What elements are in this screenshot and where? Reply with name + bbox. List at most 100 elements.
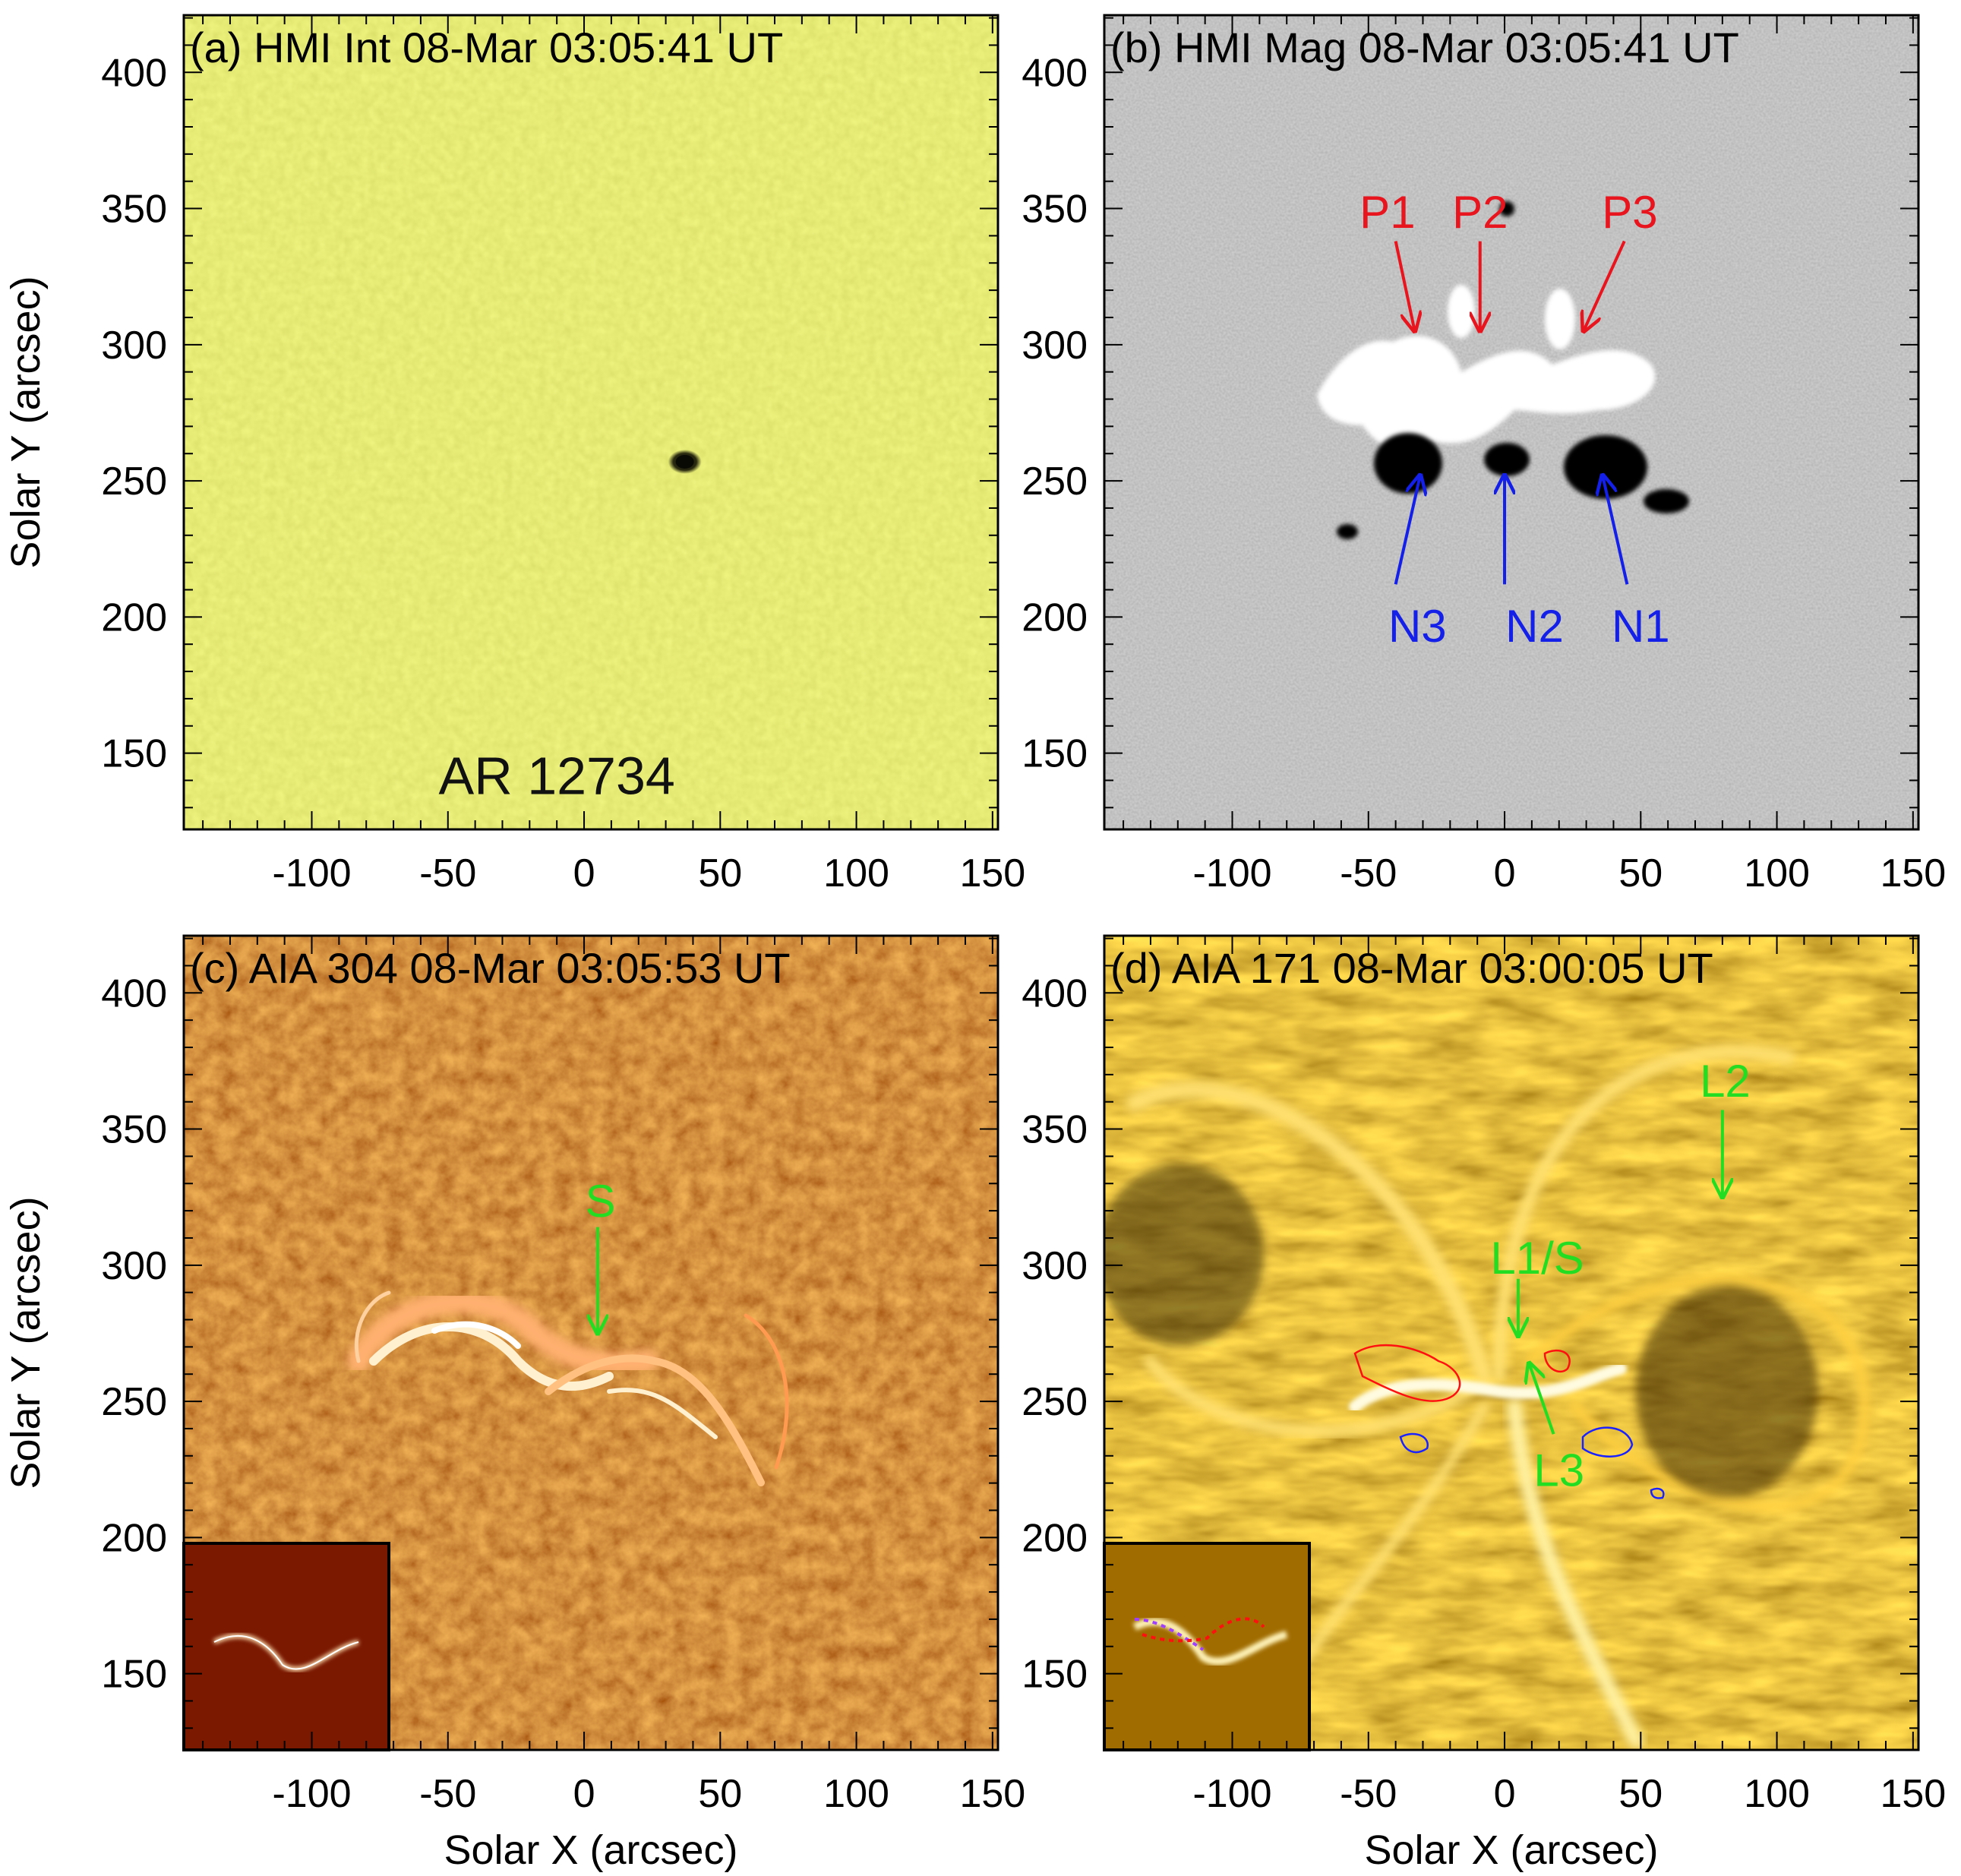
panel-d: L2 L1/S L3 — [1103, 936, 1918, 1751]
label-p1: P1 — [1359, 187, 1415, 238]
axes-layer: -100 -50 0 50 100 150 150 200 250 300 350 400 (a) HM… — [3, 14, 1946, 1873]
arrow-p1 — [1394, 241, 1415, 331]
x-tick-label: 0 — [573, 851, 595, 895]
x-tick-label: 50 — [698, 1772, 742, 1816]
label-n2: N2 — [1505, 601, 1564, 652]
x-tick-label: -100 — [1192, 851, 1271, 895]
arrow-p3 — [1584, 240, 1626, 331]
y-tick-label: 300 — [1022, 324, 1088, 368]
panel-frame — [1103, 934, 1920, 1751]
y-tick-label: 250 — [101, 1380, 167, 1424]
arrow-n1 — [1603, 475, 1629, 585]
x-tick-label: -50 — [1340, 851, 1397, 895]
x-tick-label: 50 — [1618, 851, 1663, 895]
panel-a-annotation: AR 12734 — [439, 746, 675, 805]
y-axis-label: Solar Y (arcsec) — [3, 1196, 49, 1489]
filament-loops — [347, 1290, 789, 1486]
y-tick-label: 350 — [101, 188, 167, 232]
panel-c-axes: -100 -50 0 50 100 150 150 200 250 300 350 400 (c) AI… — [3, 934, 1025, 1873]
x-tick-label: 100 — [823, 851, 889, 895]
panel-title: (c) AIA 304 08-Mar 03:05:53 UT — [190, 944, 791, 992]
label-p2: P2 — [1452, 187, 1508, 238]
label-n3: N3 — [1388, 601, 1447, 652]
label-s: S — [586, 1176, 616, 1227]
y-tick-label: 150 — [101, 1653, 167, 1697]
inset-d — [1103, 1542, 1311, 1751]
coronal-dark-region — [1636, 1285, 1818, 1498]
label-l3: L3 — [1533, 1445, 1584, 1496]
x-tick-label: 150 — [959, 1772, 1025, 1816]
x-tick-label: -100 — [1192, 1772, 1271, 1816]
y-tick-label: 350 — [1022, 1108, 1088, 1152]
panel-b-image — [1104, 15, 1918, 829]
y-tick-label: 400 — [1022, 971, 1088, 1015]
label-l1-s: L1/S — [1490, 1233, 1584, 1284]
y-tick-label: 200 — [1022, 595, 1088, 640]
y-tick-label: 400 — [101, 51, 167, 95]
x-axis-label: Solar X (arcsec) — [444, 1827, 737, 1873]
negative-polarity-region — [1337, 201, 1689, 539]
y-tick-label: 200 — [1022, 1516, 1088, 1560]
x-tick-label: -50 — [419, 851, 476, 895]
x-tick-label: -100 — [272, 851, 351, 895]
positive-polarity-region — [1317, 285, 1656, 452]
panel-d-labels: L2 L1/S L3 — [1490, 1056, 1750, 1496]
x-tick-label: -100 — [272, 1772, 351, 1816]
inset-c — [182, 1542, 390, 1751]
panel-frame — [182, 14, 999, 831]
y-axis-label: Solar Y (arcsec) — [3, 276, 49, 568]
x-tick-label: 0 — [1494, 1772, 1516, 1816]
x-tick-label: 50 — [1618, 1772, 1663, 1816]
panel-frame — [182, 934, 999, 1751]
x-tick-label: -50 — [1340, 1772, 1397, 1816]
panel-frame — [1103, 14, 1920, 831]
panel-b: P1 P2 P3 N3 N2 N1 — [1104, 15, 1918, 829]
y-tick-label: 250 — [1022, 460, 1088, 504]
y-tick-label: 350 — [1022, 188, 1088, 232]
y-tick-label: 150 — [1022, 732, 1088, 776]
panel-b-axes: -100 -50 0 50 100 150 150 200 250 300 350 400 (b) HM… — [1022, 14, 1946, 895]
label-n1: N1 — [1612, 601, 1670, 652]
panel-title: (d) AIA 171 08-Mar 03:00:05 UT — [1110, 944, 1713, 992]
x-tick-label: 50 — [698, 851, 742, 895]
y-tick-label: 250 — [101, 460, 167, 504]
y-tick-label: 400 — [1022, 51, 1088, 95]
y-tick-label: 250 — [1022, 1380, 1088, 1424]
y-tick-label: 400 — [101, 971, 167, 1015]
panel-b-labels: P1 P2 P3 N3 N2 N1 — [1359, 187, 1669, 652]
panel-a: AR 12734 — [184, 15, 998, 829]
panel-c: S — [182, 936, 998, 1751]
x-tick-label: -50 — [419, 1772, 476, 1816]
panel-title: (b) HMI Mag 08-Mar 03:05:41 UT — [1110, 24, 1739, 71]
y-tick-label: 150 — [101, 732, 167, 776]
panel-a-axes: -100 -50 0 50 100 150 150 200 250 300 350 400 (a) HM… — [3, 14, 1025, 895]
coronal-dark-region-2 — [1104, 1164, 1264, 1346]
y-tick-label: 200 — [101, 595, 167, 640]
label-l2: L2 — [1700, 1056, 1751, 1107]
x-tick-label: 0 — [1494, 851, 1516, 895]
panel-title: (a) HMI Int 08-Mar 03:05:41 UT — [190, 24, 783, 71]
y-tick-label: 350 — [101, 1108, 167, 1152]
y-tick-label: 300 — [1022, 1244, 1088, 1288]
arrow-n3 — [1394, 475, 1420, 585]
contours — [1353, 1344, 1665, 1499]
x-tick-label: 150 — [959, 851, 1025, 895]
y-tick-label: 200 — [101, 1516, 167, 1560]
x-tick-label: 150 — [1880, 851, 1946, 895]
label-p3: P3 — [1602, 187, 1657, 238]
y-tick-label: 300 — [101, 324, 167, 368]
x-tick-label: 0 — [573, 1772, 595, 1816]
panel-d-axes: -100 -50 0 50 100 150 150 200 250 300 350 400 (d) AI… — [1022, 934, 1946, 1873]
y-tick-label: 300 — [101, 1244, 167, 1288]
sunspot-umbra — [675, 454, 694, 469]
x-tick-label: 100 — [1744, 851, 1810, 895]
arrow-l3 — [1529, 1363, 1555, 1435]
x-tick-label: 150 — [1880, 1772, 1946, 1816]
y-tick-label: 150 — [1022, 1653, 1088, 1697]
panel-c-labels: S — [586, 1176, 616, 1334]
x-tick-label: 100 — [823, 1772, 889, 1816]
x-tick-label: 100 — [1744, 1772, 1810, 1816]
x-axis-label: Solar X (arcsec) — [1364, 1827, 1658, 1873]
panel-a-image — [184, 15, 998, 829]
